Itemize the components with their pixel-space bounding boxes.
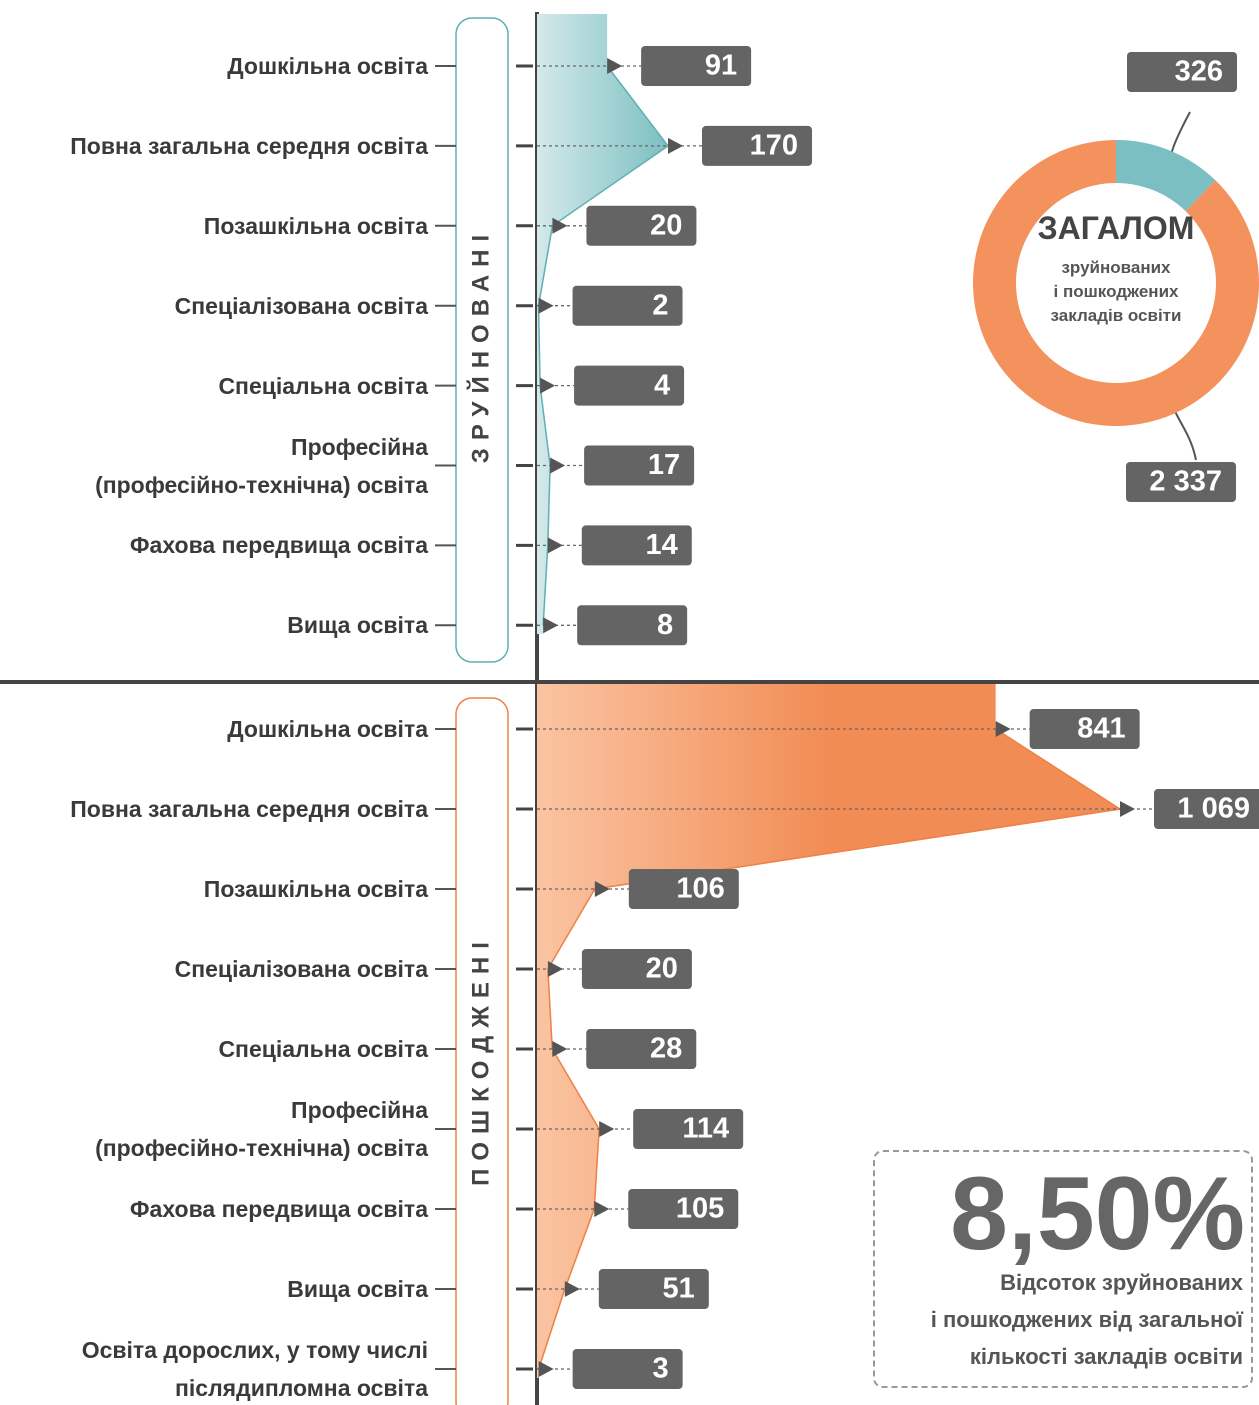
value-box <box>641 46 752 86</box>
value-label: 114 <box>682 1113 729 1145</box>
value-label: 14 <box>646 529 678 561</box>
value-box <box>1127 52 1237 92</box>
value-label: 2 <box>652 289 668 321</box>
category-label: Позашкільна освіта <box>203 212 428 239</box>
area-fill <box>537 14 668 634</box>
donut-subtitle: зруйнованих і пошкоджених закладів освіт… <box>1050 258 1182 325</box>
value-label: 91 <box>705 50 737 82</box>
category-label: Спеціалізована освіта <box>174 956 428 982</box>
donut-segment <box>1116 140 1216 212</box>
value-label: 2 337 <box>1149 466 1222 498</box>
value-marker <box>547 537 563 554</box>
category-label: Фахова передвища освіта <box>129 1196 428 1222</box>
value-marker <box>552 217 568 234</box>
value-box <box>1126 462 1236 502</box>
value-marker <box>594 881 610 897</box>
value-box <box>1154 789 1259 829</box>
category-label: Спеціальна освіта <box>218 1036 428 1062</box>
value-box <box>572 285 683 326</box>
category-label: Вища освіта <box>287 612 428 639</box>
donut-segment <box>973 140 1259 427</box>
value-label: 170 <box>750 130 798 162</box>
value-box <box>581 525 692 566</box>
callout-headline: 8,50% <box>950 1156 1245 1272</box>
group-frame <box>455 697 509 1405</box>
group-label: ПОШКОДЖЕНІ <box>467 934 494 1186</box>
value-label: 106 <box>676 873 724 905</box>
value-label: 20 <box>646 953 678 985</box>
category-label: Професійна (професійно-технічна) освіта <box>95 1097 428 1161</box>
value-box <box>586 205 697 246</box>
value-marker <box>995 721 1011 737</box>
category-label: Спеціальна освіта <box>218 372 428 399</box>
value-box <box>1029 709 1140 749</box>
value-label: 105 <box>676 1193 724 1225</box>
value-box <box>584 445 695 486</box>
category-label: Спеціалізована освіта <box>174 292 428 319</box>
value-label: 4 <box>654 369 670 401</box>
value-box <box>586 1029 697 1069</box>
callout: 8,50% Відсоток зруйнованих і пошкоджених… <box>873 1150 1253 1388</box>
value-marker <box>607 58 623 74</box>
value-marker <box>552 1041 568 1057</box>
group-frame <box>455 17 509 663</box>
donut-title: ЗАГАЛОМ <box>1037 210 1195 246</box>
category-label: Позашкільна освіта <box>203 876 428 902</box>
value-label: 51 <box>663 1273 695 1305</box>
category-label: Професійна (професійно-технічна) освіта <box>95 433 428 498</box>
value-box <box>577 605 688 646</box>
value-box <box>628 1189 739 1229</box>
area-outline <box>537 65 670 626</box>
value-marker <box>538 297 554 314</box>
category-label: Освіта дорослих, у тому числі післядипло… <box>81 1337 428 1401</box>
category-label: Дошкільна освіта <box>227 53 428 79</box>
value-marker <box>547 961 563 977</box>
area-fill <box>537 684 1120 1378</box>
value-marker <box>1120 801 1135 817</box>
value-marker <box>543 617 559 634</box>
category-label: Фахова передвища освіта <box>129 532 428 559</box>
value-label: 28 <box>650 1033 682 1065</box>
value-marker <box>564 1281 580 1297</box>
value-box <box>628 869 739 909</box>
value-marker <box>540 377 556 394</box>
value-label: 8 <box>657 609 673 641</box>
value-box <box>574 365 685 406</box>
value-marker <box>550 457 566 474</box>
value-marker <box>668 137 683 154</box>
category-label: Повна загальна середня освіта <box>70 132 428 159</box>
value-box <box>598 1269 709 1309</box>
value-label: 3 <box>652 1353 668 1385</box>
value-label: 20 <box>650 209 682 241</box>
value-label: 326 <box>1175 56 1223 88</box>
callout-text: Відсоток зруйнованих і пошкоджених від з… <box>930 1270 1243 1369</box>
value-box <box>572 1349 683 1389</box>
value-marker <box>538 1361 554 1377</box>
value-label: 17 <box>648 449 680 481</box>
value-marker <box>594 1201 610 1217</box>
value-box <box>581 949 692 989</box>
value-box <box>702 125 812 166</box>
category-label: Вища освіта <box>287 1276 428 1302</box>
value-label: 1 069 <box>1177 793 1250 825</box>
category-label: Повна загальна середня освіта <box>70 796 428 822</box>
group-label: ЗРУЙНОВАНІ <box>466 227 494 463</box>
value-box <box>633 1109 744 1149</box>
category-label: Дошкільна освіта <box>227 716 428 742</box>
value-label: 841 <box>1077 713 1125 745</box>
value-marker <box>599 1121 615 1137</box>
